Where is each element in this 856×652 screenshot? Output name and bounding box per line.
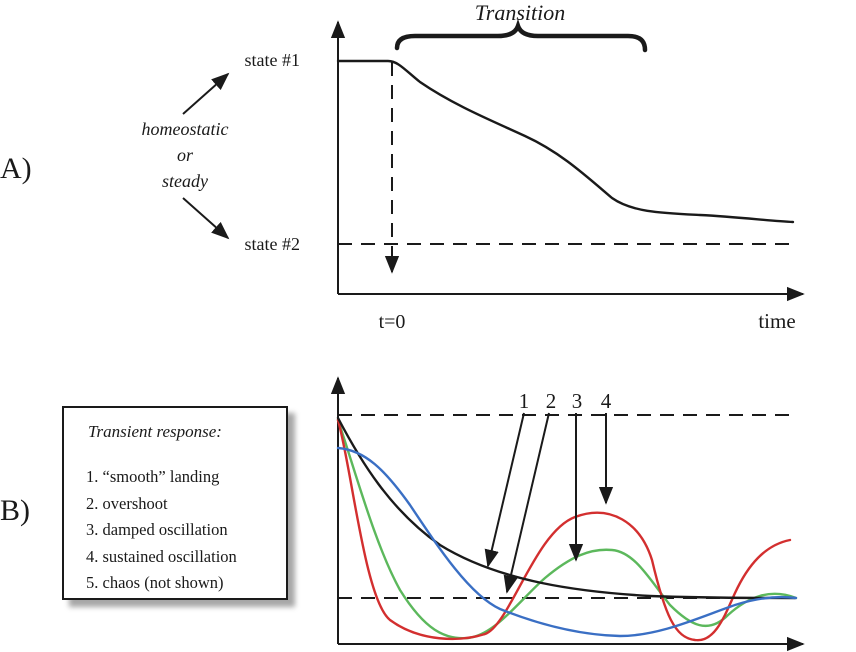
overshoot-curve	[336, 446, 798, 638]
pointer-arrow-2	[503, 412, 550, 594]
damped-oscillation-curve	[336, 418, 798, 640]
panel-b-label: B)	[0, 494, 30, 527]
transition-title: Transition	[475, 0, 565, 25]
t0-label: t=0	[379, 311, 406, 333]
legend-item-sustained-oscillation: 4. sustained oscillation	[86, 546, 237, 566]
curve-number-3: 3	[572, 389, 583, 413]
transition-brace	[394, 18, 648, 53]
legend-item-overshoot: 2. overshoot	[86, 493, 168, 513]
pointer-arrow-1	[484, 412, 525, 568]
curve-number-1: 1	[519, 389, 530, 413]
arrow-to-state1	[182, 72, 230, 115]
smooth-landing-curve	[336, 416, 797, 600]
transient-response-legend: Transient response: 1. “smooth” landing …	[62, 406, 288, 600]
homeostatic-label: homeostatic	[142, 119, 229, 139]
curve-number-4: 4	[601, 389, 612, 413]
panel-a: A) Transition state #1 state #2 homeosta…	[0, 0, 805, 333]
time-label: time	[758, 309, 795, 333]
state1-label: state #1	[245, 50, 301, 70]
sustained-oscillation-curve	[336, 418, 792, 642]
arrow-to-state2	[182, 197, 230, 240]
legend-item-damped-oscillation: 3. damped oscillation	[86, 520, 228, 539]
panel-b: B) 1 2 3 4	[0, 376, 805, 652]
legend-list: 1. “smooth” landing 2. overshoot 3. damp…	[86, 464, 237, 597]
legend-item-smooth-landing: 1. “smooth” landing	[86, 467, 220, 486]
legend-item-chaos: 5. chaos (not shown)	[86, 573, 224, 592]
or-label: or	[177, 145, 194, 165]
transition-curve	[336, 59, 795, 224]
state2-label: state #2	[245, 234, 301, 254]
panel-a-label: A)	[0, 152, 32, 185]
legend-title: Transient response:	[88, 422, 222, 441]
curve-number-2: 2	[546, 389, 557, 413]
steady-label: steady	[162, 171, 208, 191]
